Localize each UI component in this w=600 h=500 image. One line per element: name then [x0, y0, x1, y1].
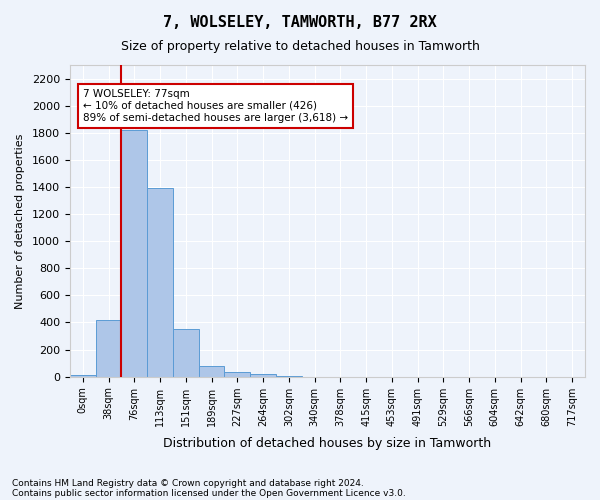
Y-axis label: Number of detached properties: Number of detached properties [15, 133, 25, 308]
X-axis label: Distribution of detached houses by size in Tamworth: Distribution of detached houses by size … [163, 437, 491, 450]
Text: 7, WOLSELEY, TAMWORTH, B77 2RX: 7, WOLSELEY, TAMWORTH, B77 2RX [163, 15, 437, 30]
Bar [199, 366, 224, 376]
Text: Contains HM Land Registry data © Crown copyright and database right 2024.: Contains HM Land Registry data © Crown c… [12, 478, 364, 488]
Bar [70, 374, 95, 376]
Text: Contains public sector information licensed under the Open Government Licence v3: Contains public sector information licen… [12, 488, 406, 498]
Bar [95, 320, 121, 376]
Bar [147, 188, 173, 376]
Bar [173, 329, 199, 376]
Bar [250, 374, 276, 376]
Text: 7 WOLSELEY: 77sqm
← 10% of detached houses are smaller (426)
89% of semi-detache: 7 WOLSELEY: 77sqm ← 10% of detached hous… [83, 90, 348, 122]
Bar [224, 372, 250, 376]
Bar [121, 130, 147, 376]
Text: Size of property relative to detached houses in Tamworth: Size of property relative to detached ho… [121, 40, 479, 53]
